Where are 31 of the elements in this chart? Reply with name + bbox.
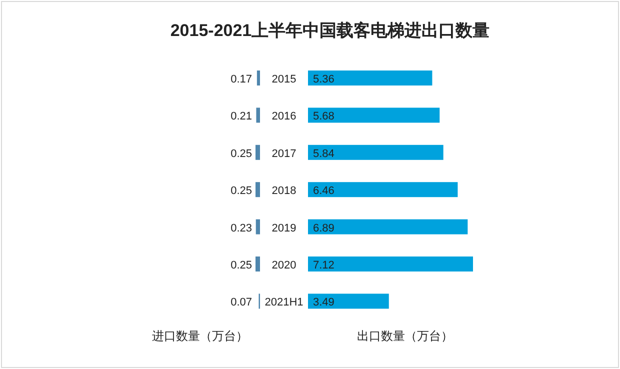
bar: [308, 108, 440, 123]
data-label: 0.07: [230, 296, 252, 309]
data-label: 0.17: [230, 74, 252, 86]
data-label: 0.25: [230, 260, 252, 272]
x-axis-title: 出口数量（万台）: [357, 329, 453, 343]
data-label: 0.23: [230, 222, 252, 234]
bar: [308, 70, 432, 86]
bar: [308, 182, 458, 198]
data-label: 6.89: [313, 222, 334, 234]
y-tick-label: 2019: [272, 222, 296, 234]
bar: [308, 219, 468, 234]
data-label: 0.25: [230, 148, 252, 160]
y-tick-label: 2015: [272, 74, 296, 86]
data-label: 6.46: [313, 185, 334, 198]
y-tick-label: 2016: [272, 110, 296, 123]
bar: [308, 256, 473, 272]
data-label: 0.21: [230, 110, 252, 123]
y-tick-label: 2021H1: [264, 296, 304, 309]
bar: [308, 144, 444, 160]
bar: [308, 294, 389, 309]
y-tick-label: 2018: [272, 185, 296, 198]
data-label: 0.25: [230, 185, 252, 198]
data-label: 3.49: [313, 296, 334, 309]
y-tick-label: 2020: [272, 260, 296, 272]
y-tick-label: 2017: [272, 148, 296, 160]
data-label: 5.36: [313, 74, 334, 86]
data-label: 5.84: [313, 148, 334, 160]
x-axis-title: 进口数量（万台）: [152, 329, 248, 343]
data-label: 5.68: [313, 110, 334, 123]
data-label: 7.12: [313, 260, 334, 272]
text: 2015-2021上半年中国载客电梯进出口数量: [170, 21, 490, 40]
